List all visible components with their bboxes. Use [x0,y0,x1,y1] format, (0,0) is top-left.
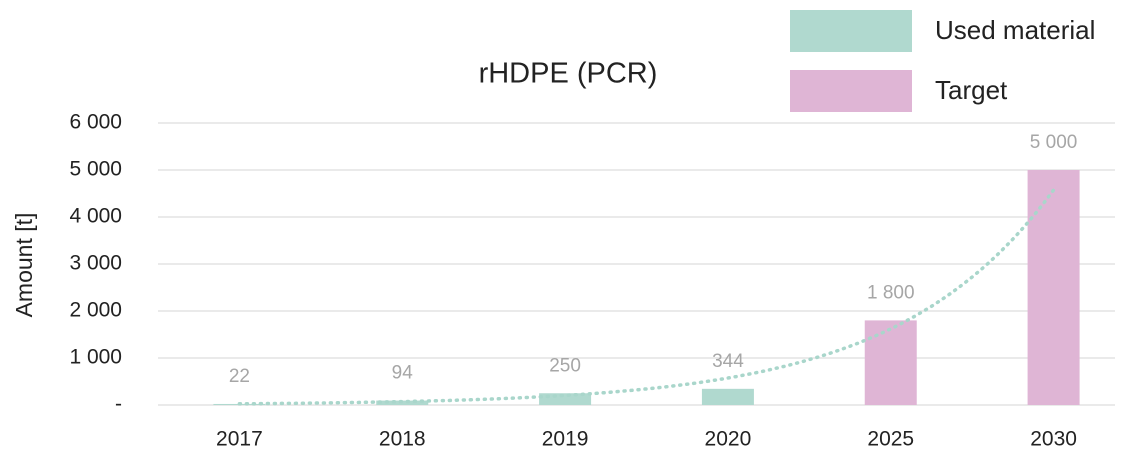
data-label: 250 [549,355,581,376]
x-tick-label: 2017 [216,428,263,451]
x-tick-label: 2019 [542,428,589,451]
x-tick-label: 2018 [379,428,426,451]
chart-title: rHDPE (PCR) [479,58,658,90]
y-tick-label: - [115,393,122,416]
y-tick-label: 4 000 [69,205,122,228]
x-tick-label: 2030 [1030,428,1077,451]
y-axis-label: Amount [t] [11,213,37,318]
y-tick-label: 2 000 [69,299,122,322]
legend-swatch [790,70,912,112]
trendline [237,188,1056,406]
bar [1027,170,1080,405]
y-tick-label: 5 000 [69,158,122,181]
legend-label: Used material [935,15,1095,45]
y-tick-label: 1 000 [69,346,122,369]
data-label: 5 000 [1030,132,1078,153]
bar [539,393,592,405]
y-tick-label: 3 000 [69,252,122,275]
data-label: 22 [229,366,250,387]
x-tick-label: 2020 [705,428,752,451]
data-label: 1 800 [867,282,915,303]
y-tick-label: 6 000 [69,111,122,134]
legend-label: Target [935,75,1008,105]
bar [701,388,754,405]
data-label: 94 [392,363,414,384]
x-tick-label: 2025 [867,428,914,451]
legend-swatch [790,10,912,52]
bar [864,320,917,405]
data-label: 344 [712,351,744,372]
